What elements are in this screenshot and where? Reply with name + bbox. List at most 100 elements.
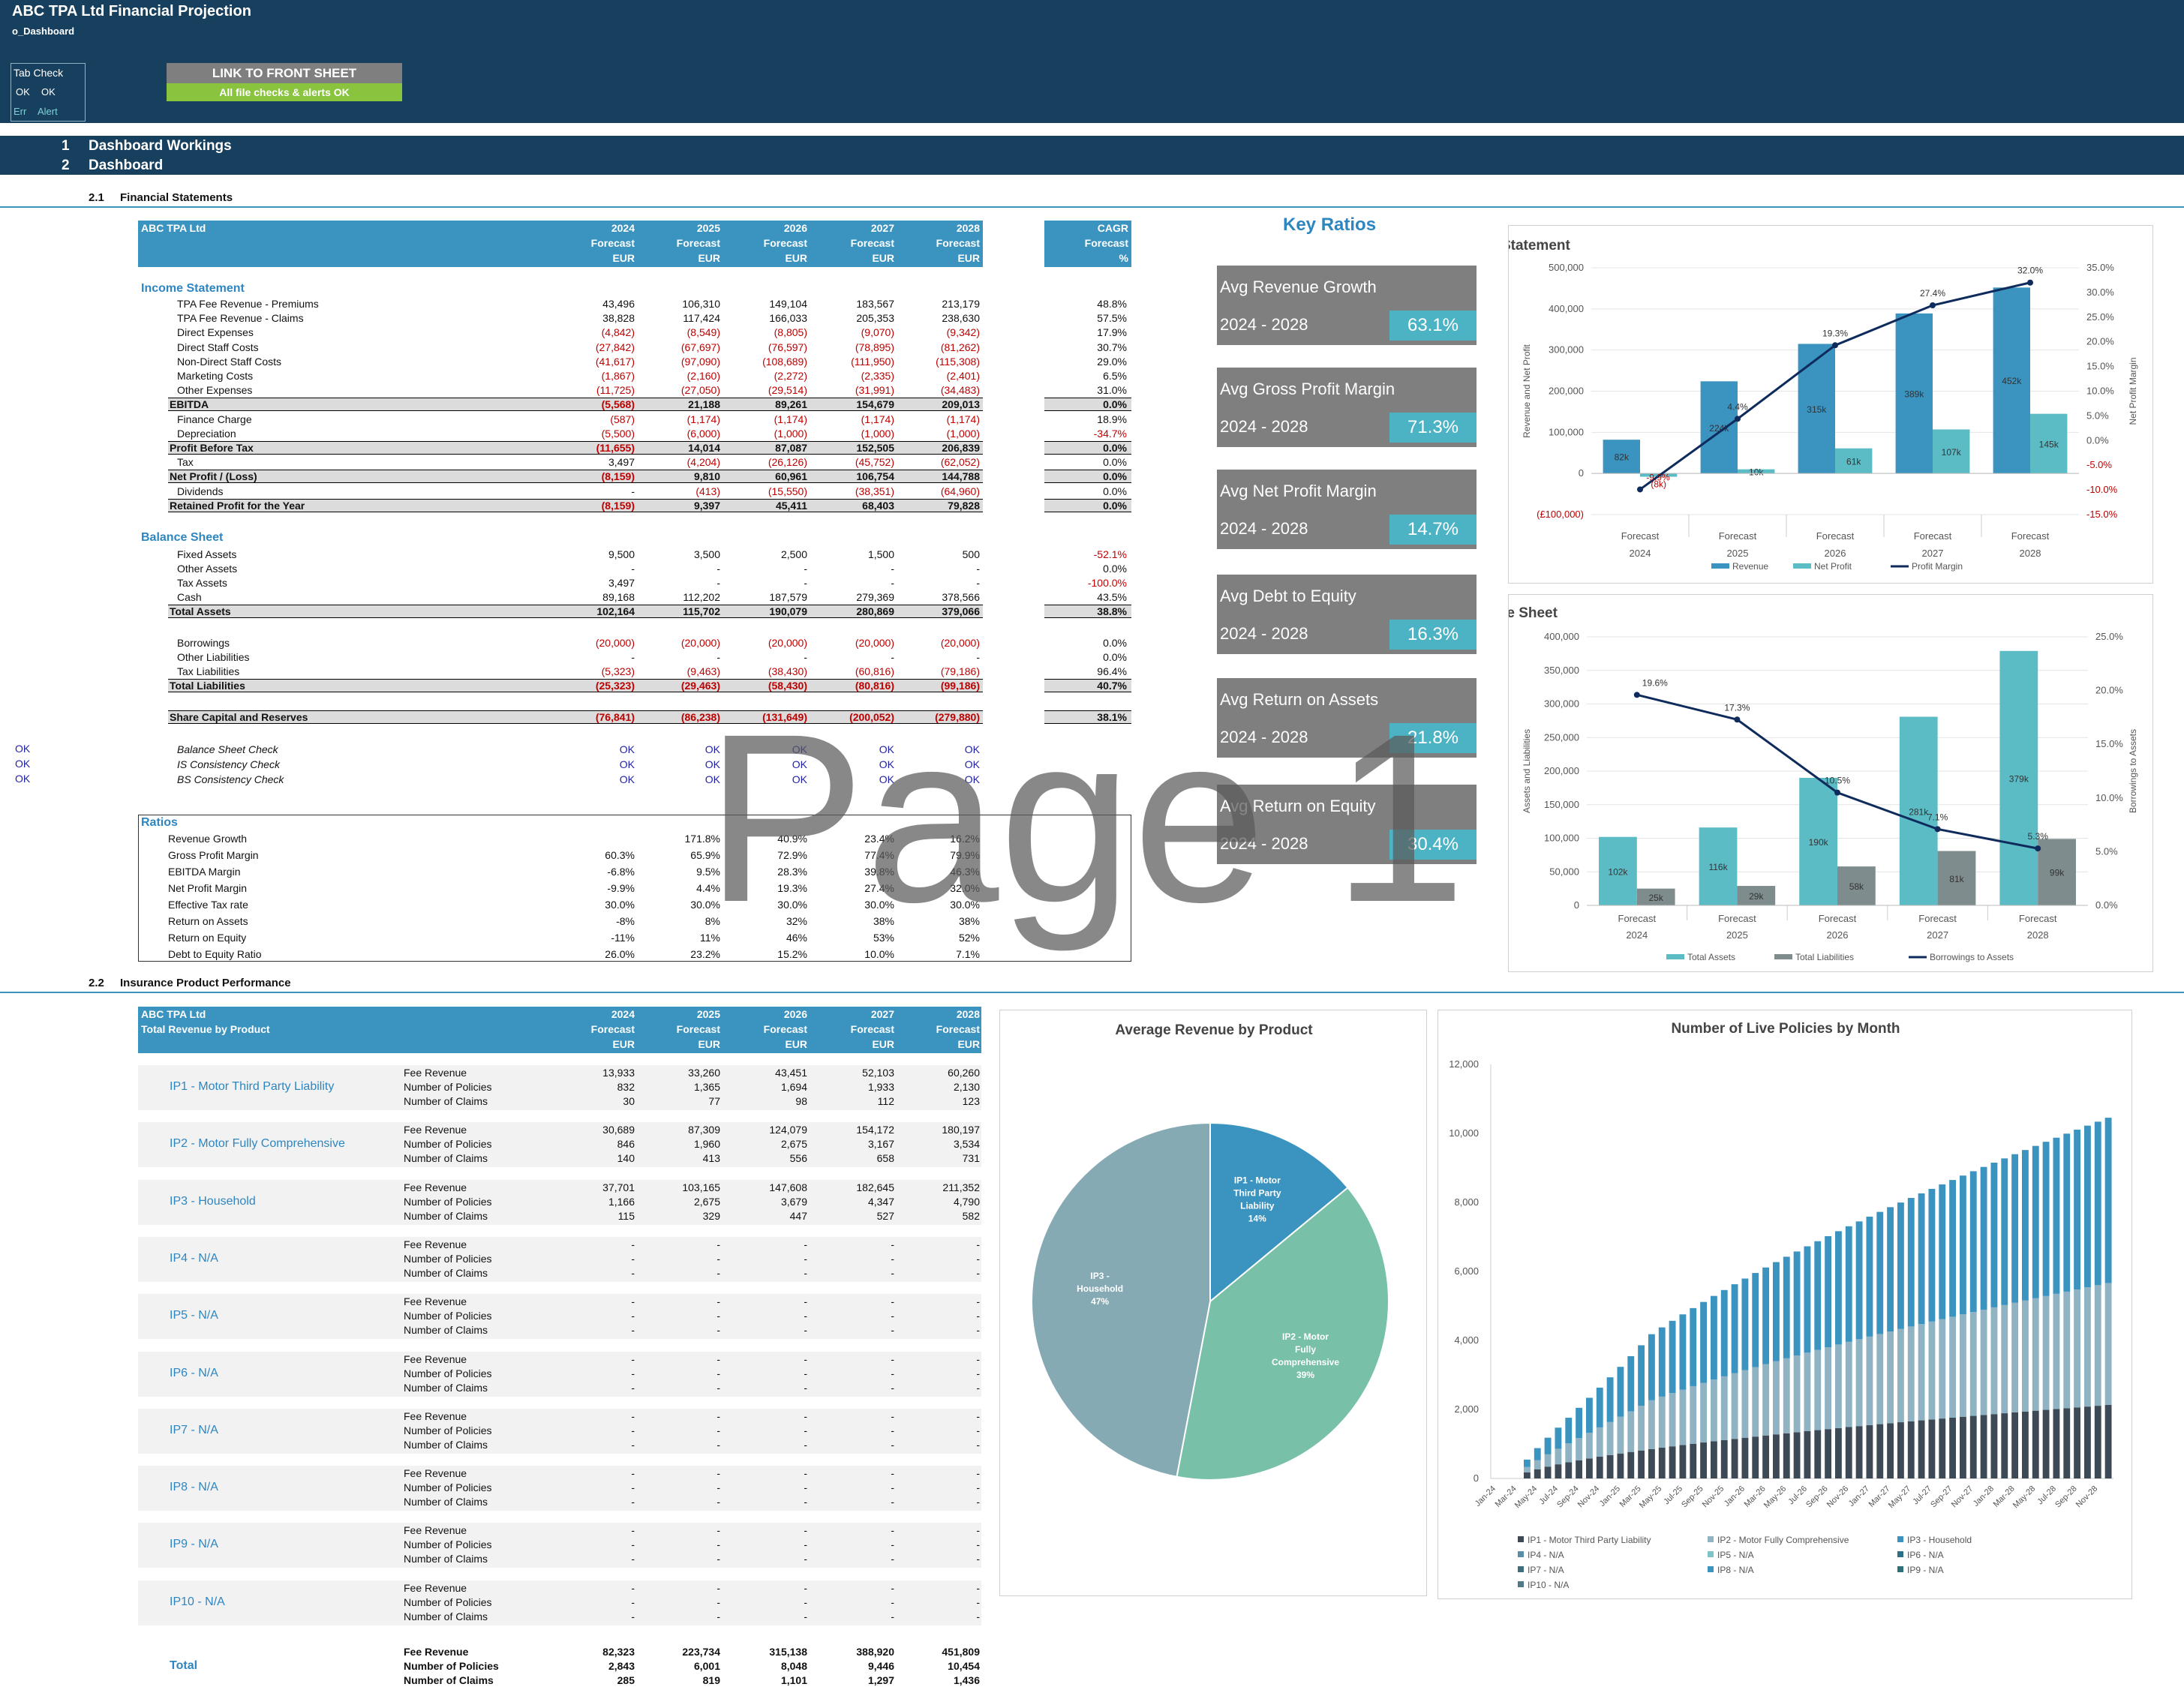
- stack-bar: [1720, 1289, 1728, 1376]
- stack-bar: [1845, 1427, 1852, 1478]
- stack-bar: [2053, 1409, 2060, 1478]
- ratio-value: 30.0%: [605, 899, 635, 911]
- stack-bar: [1887, 1423, 1894, 1478]
- metric-value: -: [976, 1381, 980, 1394]
- stack-bar: [1845, 1341, 1852, 1427]
- y2-axis-label: Net Profit Margin: [2128, 357, 2138, 425]
- stack-bar: [1907, 1421, 1915, 1478]
- cagr-value: 0.0%: [1103, 637, 1127, 649]
- product-year-header: Forecast: [763, 1023, 807, 1035]
- total-row-bg: [1044, 710, 1131, 724]
- chart-title: Balance Sheet: [1509, 605, 1558, 621]
- metric-value: 413: [702, 1152, 720, 1165]
- metric-value: -: [631, 1266, 635, 1279]
- row-value: 60,961: [775, 470, 807, 483]
- data-label: 10k: [1749, 467, 1764, 477]
- bar: [2038, 839, 2076, 905]
- nav-dashboard[interactable]: Dashboard: [89, 158, 164, 173]
- stack-bar: [1555, 1427, 1562, 1449]
- x-tick: 2027: [1927, 929, 1948, 941]
- row-label: Non-Direct Staff Costs: [177, 355, 282, 368]
- fs-year-header: 2027: [870, 222, 894, 234]
- stack-bar: [1648, 1400, 1655, 1449]
- ratio-value: 30.0%: [950, 899, 980, 911]
- cagr-value: 29.0%: [1097, 355, 1127, 368]
- row-value: 190,079: [769, 605, 807, 617]
- stack-bar: [1596, 1387, 1603, 1427]
- ratios-heading: Ratios: [141, 816, 178, 829]
- row-value: OK: [619, 758, 635, 770]
- legend-label: IP3 - Household: [1907, 1535, 1972, 1545]
- metric-value: -: [631, 1467, 635, 1480]
- metric-value: 1,436: [953, 1674, 980, 1686]
- x-tick: Forecast: [2019, 913, 2057, 924]
- row-value: (1,174): [946, 413, 980, 425]
- product-year-header: Forecast: [850, 1023, 894, 1035]
- metric-value: 731: [962, 1152, 980, 1165]
- row-value: (1,174): [861, 413, 894, 425]
- row-value: OK: [879, 743, 894, 755]
- stack-bar: [1544, 1454, 1552, 1467]
- bar: [1603, 440, 1640, 474]
- total-row-bg: [1044, 441, 1131, 455]
- row-value: (1,000): [861, 427, 894, 440]
- ratio-label: Effective Tax rate: [168, 899, 248, 911]
- fs-year-header: EUR: [612, 252, 635, 264]
- key-ratio-card: Avg Net Profit Margin 2024 - 2028 14.7%: [1217, 470, 1477, 549]
- stack-bar: [2074, 1407, 2081, 1478]
- metric-value: 33,260: [688, 1067, 720, 1079]
- nav-num-2: 2: [62, 158, 70, 173]
- metric-value: -: [631, 1310, 635, 1322]
- metric-value: -: [631, 1295, 635, 1308]
- live-policies-panel: Number of Live Policies by Month 0 2,000 4,…: [1437, 1010, 2132, 1599]
- metric-value: -: [891, 1295, 894, 1308]
- ratio-value: -11%: [611, 932, 635, 944]
- line-point: [1633, 692, 1640, 698]
- row-value: (2,401): [946, 370, 980, 382]
- row-value: 9,810: [693, 470, 720, 483]
- y-tick: 10,000: [1449, 1127, 1479, 1139]
- y-tick: 50,000: [1549, 866, 1579, 877]
- bar: [1899, 716, 1938, 905]
- metric-value: -: [631, 1352, 635, 1365]
- stack-bar: [1741, 1370, 1749, 1438]
- row-value: (11,725): [596, 384, 635, 397]
- metric-value: -: [891, 1252, 894, 1265]
- line-point: [1934, 826, 1941, 833]
- stack-bar: [1669, 1446, 1676, 1478]
- pie-label: Liability: [1240, 1200, 1275, 1211]
- row-value: (31,991): [855, 384, 894, 397]
- key-ratio-card: Avg Gross Profit Margin 2024 - 2028 71.3%: [1217, 368, 1477, 447]
- nav-dashboard-workings[interactable]: Dashboard Workings: [89, 138, 232, 154]
- row-value: (9,070): [861, 326, 894, 339]
- metric-label: Number of Policies: [404, 1195, 492, 1208]
- y2-tick: -15.0%: [2086, 509, 2118, 520]
- metric-label: Number of Claims: [404, 1674, 494, 1686]
- ratio-value: 171.8%: [684, 833, 720, 845]
- legend-swatch: [1774, 954, 1792, 959]
- section-insurance-performance: Insurance Product Performance: [120, 977, 291, 989]
- nav-num-1: 1: [62, 138, 70, 154]
- x-tick: 2025: [1726, 929, 1748, 941]
- x-tick: Nov-25: [1701, 1484, 1726, 1510]
- cagr-value: 30.7%: [1097, 341, 1127, 353]
- total-row-bg: [168, 441, 983, 455]
- y2-tick: 5.0%: [2086, 410, 2109, 421]
- row-value: 9,500: [608, 548, 635, 560]
- metric-value: 37,701: [602, 1181, 635, 1193]
- product-year-header: EUR: [785, 1038, 807, 1050]
- y-tick: 400,000: [1544, 631, 1579, 642]
- line-point: [2035, 845, 2041, 852]
- metric-value: -: [804, 1424, 807, 1436]
- row-value: 209,013: [942, 398, 980, 411]
- row-value: (62,052): [940, 456, 980, 469]
- link-front-sheet-button[interactable]: LINK TO FRONT SHEET: [167, 63, 402, 83]
- stack-bar: [1897, 1202, 1904, 1329]
- cagr-value: 0.0%: [1103, 398, 1127, 411]
- fs-year-header: Forecast: [936, 237, 980, 249]
- metric-value: 1,365: [693, 1081, 720, 1093]
- ratio-value: 28.3%: [777, 866, 807, 878]
- pie-label: Comprehensive: [1272, 1357, 1339, 1367]
- stack-bar: [1690, 1443, 1697, 1478]
- stack-bar: [1710, 1441, 1717, 1478]
